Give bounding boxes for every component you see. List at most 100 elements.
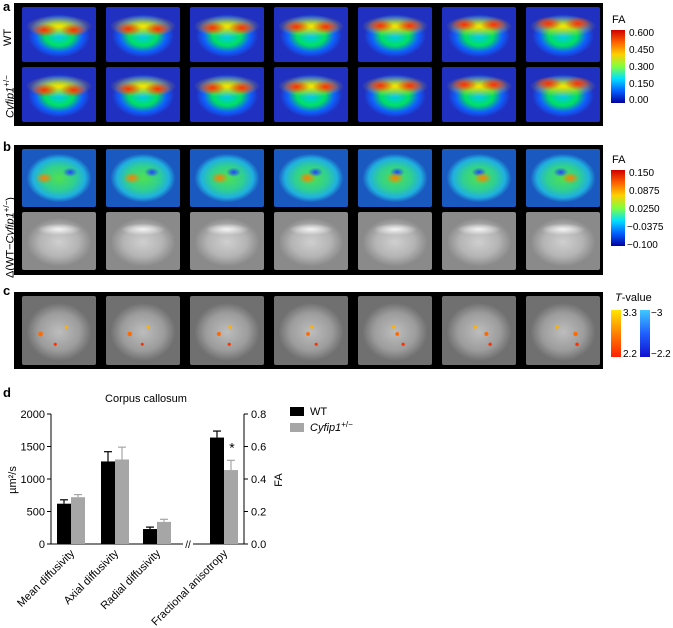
panel-a-tick-2: 0.450 [629, 45, 655, 56]
panel-d-letter: d [3, 385, 11, 400]
brain-slice-tmap [442, 296, 516, 365]
right-axis-tick-label: 0.8 [251, 409, 266, 421]
panel-b-tick-3: 0.0250 [629, 204, 660, 215]
panel-c-image-strip [14, 292, 603, 369]
right-axis-tick-label: 0.4 [251, 474, 266, 486]
brain-slice-tmap [358, 296, 432, 365]
brain-slice-tmap [22, 296, 96, 365]
panel-c-cool-tick-top: −3 [651, 308, 663, 319]
brain-slice-diff [526, 149, 600, 207]
panel-c-warm-tick-bottom: 2.2 [623, 349, 637, 360]
panel-b-colorbar-title: FA [612, 154, 626, 166]
panel-b-tick-4: −0.0375 [627, 222, 664, 233]
brain-slice-anat [106, 212, 180, 270]
brain-slice-anat [442, 212, 516, 270]
row-label-diff-italic: Cyfip1 [4, 212, 17, 244]
axis-break: // [185, 540, 191, 551]
panel-b-tick-2: 0.0875 [629, 186, 660, 197]
bar-wt [101, 461, 115, 544]
brain-slice-anat [190, 212, 264, 270]
brain-slice-diff [274, 149, 348, 207]
panel-a-tick-3: 0.300 [629, 62, 655, 73]
panel-c-colorbar-title: T-value [615, 292, 652, 304]
chart-title: Corpus callosum [105, 393, 187, 405]
panel-a-colorbar [611, 30, 625, 103]
brain-slice-fa [442, 67, 516, 122]
bar-cyfip1 [157, 521, 171, 544]
legend-label-wt: WT [310, 406, 327, 418]
panel-b-tick-1: 0.150 [629, 168, 655, 179]
left-axis-tick-label: 0 [39, 539, 45, 551]
left-axis-tick-label: 500 [27, 507, 45, 519]
legend-label-cyfip1-sup: +/− [341, 420, 353, 429]
tvalue-rest: -value [621, 292, 652, 304]
panel-b-image-strip [14, 145, 603, 275]
legend-swatch-cyfip1 [290, 423, 304, 432]
brain-slice-diff [22, 149, 96, 207]
brain-slice-fa [526, 67, 600, 122]
left-axis-tick-label: 1000 [21, 474, 45, 486]
panel-a-tick-1: 0.600 [629, 28, 655, 39]
panel-c-warm-colorbar [611, 310, 621, 357]
right-axis-tick-label: 0.2 [251, 507, 266, 519]
brain-slice-tmap [274, 296, 348, 365]
brain-slice-fa [274, 7, 348, 62]
panel-a-tick-4: 0.150 [629, 79, 655, 90]
bar-wt [143, 529, 157, 544]
brain-slice-tmap [190, 296, 264, 365]
panel-c-cool-colorbar [640, 310, 650, 357]
row-label-diff-sup: +/− [2, 200, 11, 213]
brain-slice-fa [358, 67, 432, 122]
right-axis-label: FA [273, 473, 285, 487]
row-label-cyfip1: Cyfip1+/− [2, 75, 17, 118]
bar-wt [57, 503, 71, 544]
diffusivity-bar-chart: Corpus callosum 0 500 1000 1500 2000 µm²/s 0.0 0… [7, 393, 353, 628]
row-label-wt: WT [2, 28, 14, 46]
panel-b-letter: b [3, 139, 11, 154]
row-label-diff-post: ) [4, 197, 17, 201]
panel-c-warm-tick-top: 3.3 [623, 308, 637, 319]
panel-c-letter: c [3, 283, 11, 298]
brain-slice-diff [106, 149, 180, 207]
panel-a-tick-5: 0.00 [629, 95, 649, 106]
significance-marker: * [229, 439, 235, 455]
brain-slice-anat [358, 212, 432, 270]
row-label-difference: Δ(WT−Cyfip1+/−) [2, 197, 17, 278]
right-axis-tick-label: 0.0 [251, 539, 266, 551]
brain-slice-fa [442, 7, 516, 62]
panel-a-image-strip [14, 3, 603, 126]
brain-slice-tmap [106, 296, 180, 365]
panel-c-cool-tick-bottom: −2.2 [651, 349, 671, 360]
brain-slice-fa [190, 67, 264, 122]
axis-break-gap [183, 540, 193, 548]
brain-slice-fa [106, 67, 180, 122]
left-axis-tick-label: 1500 [21, 442, 45, 454]
bar-cyfip1 [115, 459, 129, 544]
brain-slice-fa [22, 67, 96, 122]
row-label-cyfip1-main: Cyfip1 [4, 86, 17, 118]
brain-slice-fa [106, 7, 180, 62]
brain-slice-anat [22, 212, 96, 270]
brain-slice-fa [190, 7, 264, 62]
row-label-cyfip1-sup: +/− [2, 75, 11, 87]
brain-slice-anat [274, 212, 348, 270]
brain-slice-fa [358, 7, 432, 62]
panel-a-letter: a [3, 0, 11, 14]
bar-wt [210, 437, 224, 544]
tvalue-italic: T [615, 292, 622, 304]
brain-slice-tmap [526, 296, 600, 365]
brain-slice-fa [22, 7, 96, 62]
row-label-diff-pre: Δ(WT− [4, 243, 17, 278]
bar-cyfip1 [224, 470, 238, 544]
left-axis-label: µm²/s [7, 466, 19, 494]
brain-slice-anat [526, 212, 600, 270]
panel-b-tick-5: −0.100 [627, 240, 658, 251]
brain-slice-fa [526, 7, 600, 62]
panel-b-colorbar [611, 170, 625, 246]
brain-slice-diff [358, 149, 432, 207]
x-category-label: Fractional anisotropy [149, 547, 230, 628]
brain-slice-diff [442, 149, 516, 207]
brain-slice-diff [190, 149, 264, 207]
brain-slice-fa [274, 67, 348, 122]
right-axis-tick-label: 0.6 [251, 442, 266, 454]
